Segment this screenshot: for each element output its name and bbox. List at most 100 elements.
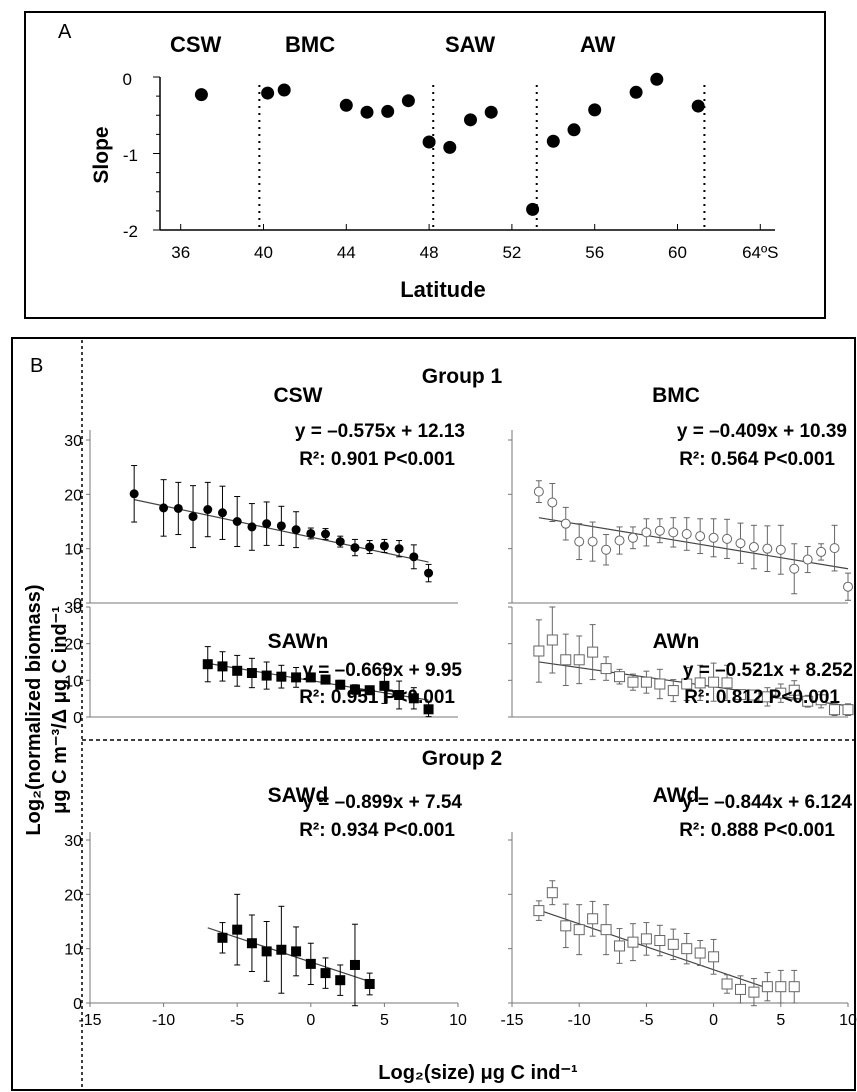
subplot-bmc: BMC y = –0.409x + 10.39 R²: 0.564 P<0.001 xyxy=(508,384,853,604)
slope-point xyxy=(277,83,291,97)
panel-a-xticks: 36 40 44 48 52 56 60 64ºS xyxy=(171,243,778,262)
subplot-r-squared: R²: 0.564 P<0.001 xyxy=(679,449,835,470)
data-point xyxy=(560,518,571,529)
panel-a-letter: A xyxy=(58,21,72,43)
panel-a-xtick-label: 52 xyxy=(502,243,521,262)
regression-line xyxy=(538,661,849,707)
data-point xyxy=(600,924,612,936)
panel-a-ytick-1: -1 xyxy=(123,146,138,165)
data-point xyxy=(188,512,198,522)
subplot-ytick-label: 10 xyxy=(64,542,82,559)
data-point xyxy=(423,704,434,715)
subplot-xtick-label: -10 xyxy=(152,1012,175,1029)
data-point xyxy=(365,542,375,552)
region-label-aw: AW xyxy=(580,32,616,57)
data-point xyxy=(364,978,375,989)
data-point xyxy=(789,563,800,574)
data-point xyxy=(681,943,693,955)
data-point xyxy=(748,542,759,553)
data-point xyxy=(802,554,813,565)
data-point xyxy=(694,677,706,689)
data-point xyxy=(587,646,599,658)
slope-point xyxy=(629,85,643,99)
data-point xyxy=(335,537,345,547)
data-point xyxy=(573,654,585,666)
data-point xyxy=(261,946,272,957)
subplot-ytick-label: 10 xyxy=(64,673,82,690)
data-point xyxy=(321,529,331,539)
subplot-r-squared: R²: 0.888 P<0.001 xyxy=(679,820,835,841)
slope-point xyxy=(526,202,540,216)
data-point xyxy=(681,678,693,690)
data-point xyxy=(335,679,346,690)
subplot-r-squared: R²: 0.901 P<0.001 xyxy=(299,449,455,470)
data-point xyxy=(667,938,679,950)
slope-point xyxy=(691,99,705,113)
data-point xyxy=(424,568,434,578)
data-point xyxy=(173,503,183,513)
data-point xyxy=(641,527,652,538)
data-point xyxy=(379,541,389,551)
regression-line xyxy=(207,927,370,983)
subplot-xtick-label: -5 xyxy=(230,1012,244,1029)
data-point xyxy=(533,645,545,657)
data-point xyxy=(748,689,760,701)
data-point xyxy=(129,489,139,499)
group-2-label: Group 2 xyxy=(422,747,503,770)
data-point xyxy=(202,659,213,670)
slope-point xyxy=(443,140,457,154)
data-point xyxy=(394,690,405,700)
subplot-equation: y = –0.669x + 9.95 xyxy=(302,660,462,681)
data-point xyxy=(574,536,585,547)
panel-a-region-boundaries xyxy=(258,85,706,230)
data-point xyxy=(246,938,257,949)
data-point xyxy=(573,924,585,936)
slope-point xyxy=(261,86,275,100)
panel-b-frame xyxy=(11,337,856,1091)
slope-point xyxy=(422,135,436,149)
panel-a-ytick-0: 0 xyxy=(123,70,132,89)
data-point xyxy=(708,951,720,963)
data-point xyxy=(668,527,679,538)
data-point xyxy=(291,672,302,683)
data-point xyxy=(667,685,679,697)
data-point xyxy=(291,946,302,957)
data-point xyxy=(246,668,257,678)
data-point xyxy=(640,676,652,688)
data-point xyxy=(247,522,257,532)
panel-b-xticks: -15 -10 -5 0 5 10 -15 -10 -5 0 5 10 xyxy=(78,1012,857,1029)
subplot-title: BMC xyxy=(652,384,700,407)
slope-point xyxy=(588,103,602,117)
slope-point xyxy=(650,72,664,86)
panel-a-xtick-label: 44 xyxy=(337,243,356,262)
subplot-title: AWd xyxy=(653,784,700,807)
data-point xyxy=(261,670,272,681)
data-point xyxy=(816,546,827,557)
subplot-ytick-label: 0 xyxy=(73,996,82,1013)
data-point xyxy=(721,677,733,689)
subplot-awn: AWn y = –0.521x + 8.252 R²: 0.812 P<0.001 xyxy=(508,606,854,718)
data-point xyxy=(654,525,665,536)
data-point xyxy=(695,531,706,542)
subplot-xtick-label: -15 xyxy=(500,1012,523,1029)
slope-point xyxy=(567,123,581,137)
data-point xyxy=(627,936,639,948)
data-point xyxy=(217,661,228,672)
data-point xyxy=(708,676,720,688)
data-point xyxy=(547,497,558,508)
data-point xyxy=(305,958,316,969)
panel-b-ylabel-line2: μg C m⁻³/Δ μg C ind⁻¹ xyxy=(49,606,71,814)
slope-point xyxy=(360,105,374,119)
subplot-ytick-label: 30 xyxy=(64,833,82,850)
subplot-ytick-label: 20 xyxy=(64,887,82,904)
data-point xyxy=(276,521,286,531)
panel-a-xtick-label: 36 xyxy=(171,243,190,262)
subplot-csw: CSW y = –0.575x + 12.13 R²: 0.901 P<0.001 xyxy=(86,384,465,604)
panel-b-letter: B xyxy=(30,355,43,377)
data-point xyxy=(708,532,719,543)
slope-point xyxy=(381,104,395,118)
data-point xyxy=(587,536,598,547)
data-point xyxy=(159,503,169,513)
subplot-xtick-label: -15 xyxy=(78,1012,101,1029)
data-point xyxy=(335,975,346,986)
